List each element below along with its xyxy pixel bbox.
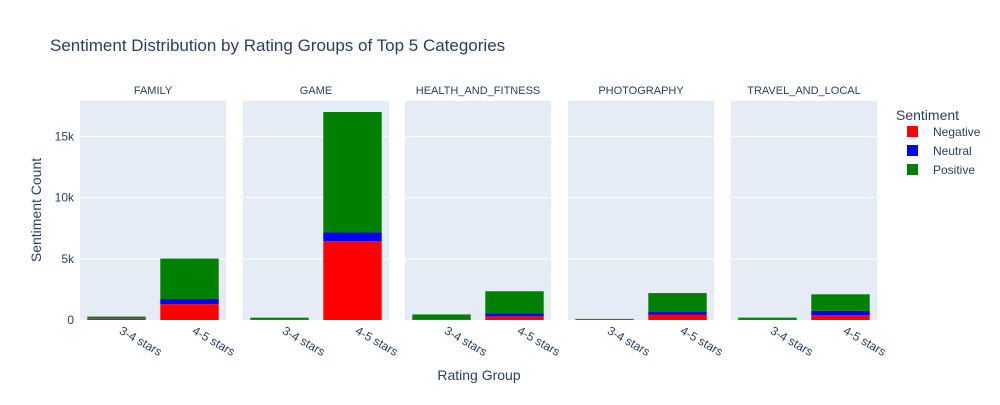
bar-segment-negative	[412, 319, 470, 320]
bar-segment-neutral	[485, 313, 543, 316]
facet-panel: TRAVEL_AND_LOCAL 3-4 stars 4-5 stars	[731, 85, 888, 359]
bar-segment-negative	[738, 319, 796, 320]
facet-title: TRAVEL_AND_LOCAL	[747, 85, 861, 97]
y-tick-label: 0	[67, 313, 74, 327]
bar-segment-positive	[811, 294, 869, 311]
y-axis-ticks: 0 5k 10k 15k	[55, 129, 75, 327]
facet-title: HEALTH_AND_FITNESS	[416, 85, 541, 97]
x-tick-label: 3-4 stars	[117, 323, 164, 358]
bar-segment-negative	[648, 314, 706, 320]
plot-background	[731, 101, 877, 320]
bar-segment-negative	[160, 304, 218, 320]
bar-segment-negative	[87, 319, 145, 320]
legend: Sentiment Negative Neutral Positive	[896, 107, 981, 177]
facet-panel: HEALTH_AND_FITNESS 3-4 stars 4-5 stars	[405, 85, 562, 359]
chart-title: Sentiment Distribution by Rating Groups …	[50, 36, 505, 55]
legend-swatch	[907, 164, 918, 175]
bar-segment-neutral	[160, 299, 218, 304]
bar-segment-positive	[323, 112, 381, 233]
facet-panel: PHOTOGRAPHY 3-4 stars 4-5 stars	[568, 85, 725, 359]
bar-segment-positive	[575, 319, 633, 320]
legend-swatch	[907, 145, 918, 156]
legend-label: Positive	[933, 163, 975, 177]
legend-label: Neutral	[933, 144, 972, 158]
legend-label: Negative	[933, 125, 981, 139]
legend-title: Sentiment	[896, 107, 959, 123]
legend-item-neutral[interactable]: Neutral	[907, 144, 972, 158]
y-tick-label: 5k	[61, 252, 75, 266]
bar-segment-positive	[250, 318, 308, 319]
facet-panel: FAMILY 3-4 stars 4-5 stars	[80, 85, 237, 359]
y-tick-label: 10k	[55, 191, 75, 205]
legend-item-positive[interactable]: Positive	[907, 163, 975, 177]
facet-title: PHOTOGRAPHY	[598, 85, 684, 97]
plot-background	[568, 101, 714, 320]
bar-segment-positive	[87, 317, 145, 319]
bar-segment-neutral	[648, 312, 706, 314]
y-axis-title: Sentiment Count	[28, 158, 44, 262]
legend-item-negative[interactable]: Negative	[907, 125, 981, 139]
bar-segment-positive	[738, 318, 796, 319]
facet-title: GAME	[300, 85, 332, 97]
x-tick-label: 4-5 stars	[190, 323, 237, 358]
bar-segment-negative	[250, 319, 308, 320]
x-tick-label: 3-4 stars	[442, 323, 489, 358]
bar-segment-positive	[485, 291, 543, 313]
x-tick-label: 3-4 stars	[280, 323, 327, 358]
x-tick-label: 4-5 stars	[678, 323, 725, 358]
facet-panel: GAME 3-4 stars 4-5 stars	[243, 85, 400, 359]
panels: FAMILY 3-4 stars 4-5 stars GAME 3-4 stars 4-5…	[80, 85, 888, 359]
plot-background	[405, 101, 551, 320]
legend-swatch	[907, 126, 918, 137]
bar-segment-positive	[160, 259, 218, 299]
bar-segment-negative	[811, 315, 869, 320]
bar-segment-neutral	[811, 311, 869, 315]
y-tick-label: 15k	[55, 129, 75, 143]
x-axis-title: Rating Group	[437, 367, 520, 383]
bar-segment-negative	[323, 241, 381, 320]
bar-segment-positive	[412, 314, 470, 319]
bar-segment-positive	[648, 293, 706, 312]
x-tick-label: 3-4 stars	[768, 323, 815, 358]
bar-segment-negative	[485, 316, 543, 320]
x-tick-label: 3-4 stars	[605, 323, 652, 358]
facet-title: FAMILY	[134, 85, 173, 97]
x-tick-label: 4-5 stars	[515, 323, 562, 358]
x-tick-label: 4-5 stars	[841, 323, 888, 358]
bar-segment-neutral	[323, 233, 381, 242]
x-tick-label: 4-5 stars	[353, 323, 400, 358]
